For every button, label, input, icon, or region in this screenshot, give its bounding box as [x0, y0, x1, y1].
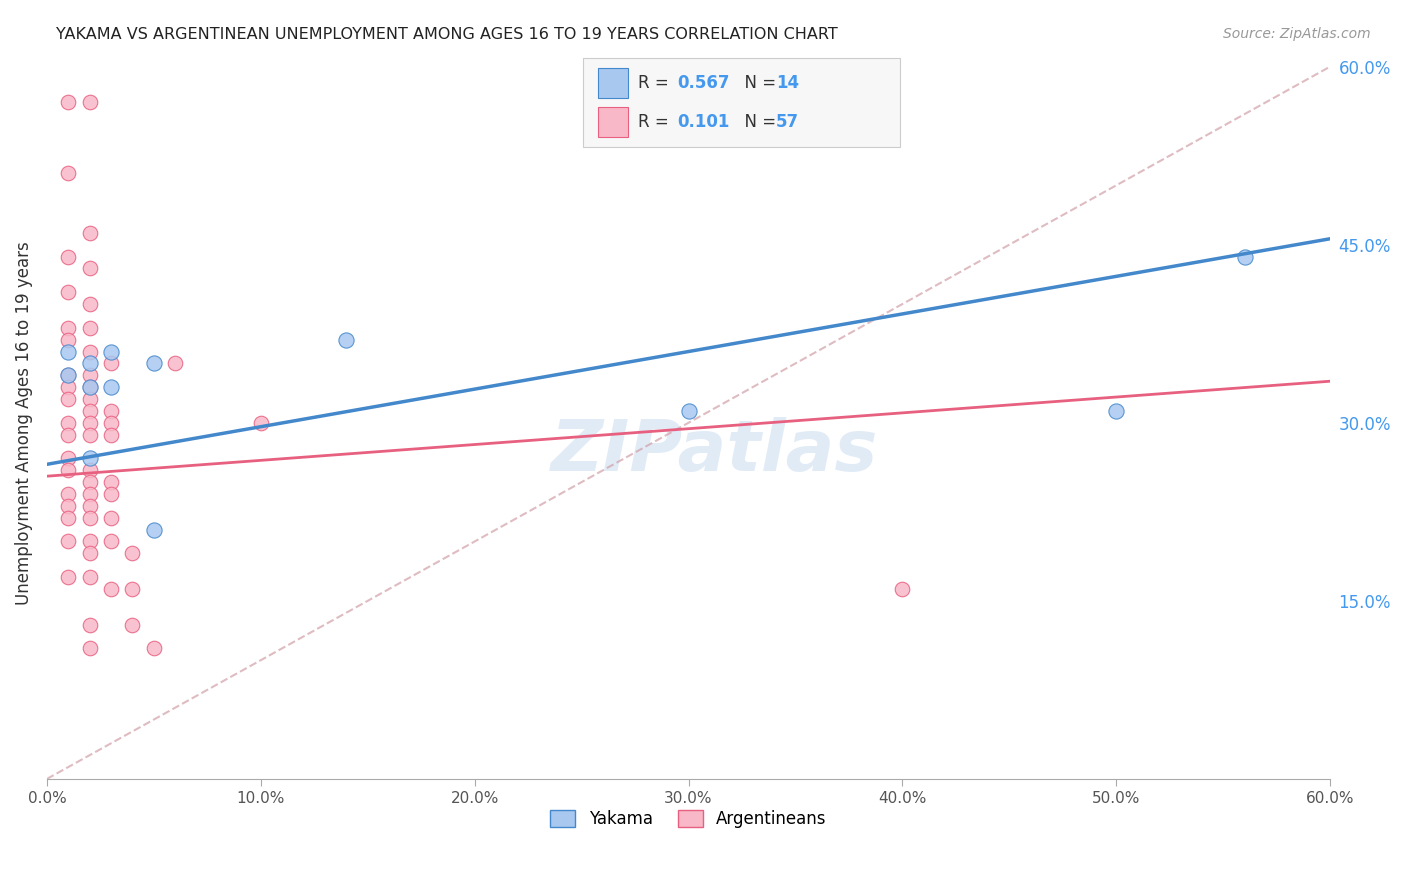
Point — [121, 617, 143, 632]
Text: 0.567: 0.567 — [678, 74, 730, 92]
Point — [58, 333, 80, 347]
Point — [58, 463, 80, 477]
Point — [678, 404, 700, 418]
Point — [58, 344, 80, 359]
Point — [100, 356, 122, 370]
Point — [58, 250, 80, 264]
Text: R =: R = — [638, 113, 679, 131]
Point — [58, 427, 80, 442]
Point — [79, 499, 101, 513]
Point — [79, 261, 101, 276]
Legend: Yakama, Argentineans: Yakama, Argentineans — [544, 803, 834, 835]
Point — [100, 427, 122, 442]
Point — [121, 582, 143, 596]
Point — [100, 510, 122, 524]
Point — [100, 475, 122, 489]
Text: 14: 14 — [776, 74, 799, 92]
Point — [58, 570, 80, 584]
Point — [1233, 250, 1256, 264]
Point — [79, 510, 101, 524]
Point — [100, 487, 122, 501]
Point — [79, 570, 101, 584]
Point — [142, 523, 165, 537]
Point — [58, 416, 80, 430]
Point — [58, 510, 80, 524]
Point — [1105, 404, 1128, 418]
Point — [79, 380, 101, 394]
Point — [79, 344, 101, 359]
Point — [58, 368, 80, 383]
Point — [58, 380, 80, 394]
Point — [58, 392, 80, 406]
Point — [100, 582, 122, 596]
Point — [100, 380, 122, 394]
Point — [79, 404, 101, 418]
Point — [249, 416, 271, 430]
Point — [100, 404, 122, 418]
Point — [79, 380, 101, 394]
Point — [79, 617, 101, 632]
Point — [142, 356, 165, 370]
Point — [79, 546, 101, 560]
Point — [142, 641, 165, 656]
Text: ZIPatlas: ZIPatlas — [551, 417, 877, 486]
Point — [58, 499, 80, 513]
Point — [79, 416, 101, 430]
Point — [58, 487, 80, 501]
Point — [58, 166, 80, 180]
Text: N =: N = — [734, 74, 782, 92]
Point — [100, 416, 122, 430]
Point — [79, 95, 101, 110]
Point — [58, 95, 80, 110]
Point — [58, 285, 80, 300]
Point — [79, 451, 101, 466]
Point — [79, 368, 101, 383]
Point — [79, 641, 101, 656]
Text: 0.101: 0.101 — [678, 113, 730, 131]
Point — [58, 451, 80, 466]
Point — [79, 534, 101, 549]
Point — [79, 226, 101, 240]
Point — [165, 356, 187, 370]
Y-axis label: Unemployment Among Ages 16 to 19 years: Unemployment Among Ages 16 to 19 years — [15, 241, 32, 605]
Point — [121, 546, 143, 560]
Text: YAKAMA VS ARGENTINEAN UNEMPLOYMENT AMONG AGES 16 TO 19 YEARS CORRELATION CHART: YAKAMA VS ARGENTINEAN UNEMPLOYMENT AMONG… — [56, 27, 838, 42]
Text: R =: R = — [638, 74, 675, 92]
Point — [79, 392, 101, 406]
Point — [79, 320, 101, 334]
Point — [79, 297, 101, 311]
Text: 57: 57 — [776, 113, 799, 131]
Text: Source: ZipAtlas.com: Source: ZipAtlas.com — [1223, 27, 1371, 41]
Point — [79, 463, 101, 477]
Point — [58, 534, 80, 549]
Point — [79, 356, 101, 370]
Point — [58, 320, 80, 334]
Point — [79, 487, 101, 501]
Text: N =: N = — [734, 113, 782, 131]
Point — [335, 333, 357, 347]
Point — [100, 344, 122, 359]
Point — [100, 534, 122, 549]
Point — [79, 475, 101, 489]
Point — [58, 368, 80, 383]
Point — [891, 582, 914, 596]
Point — [79, 427, 101, 442]
